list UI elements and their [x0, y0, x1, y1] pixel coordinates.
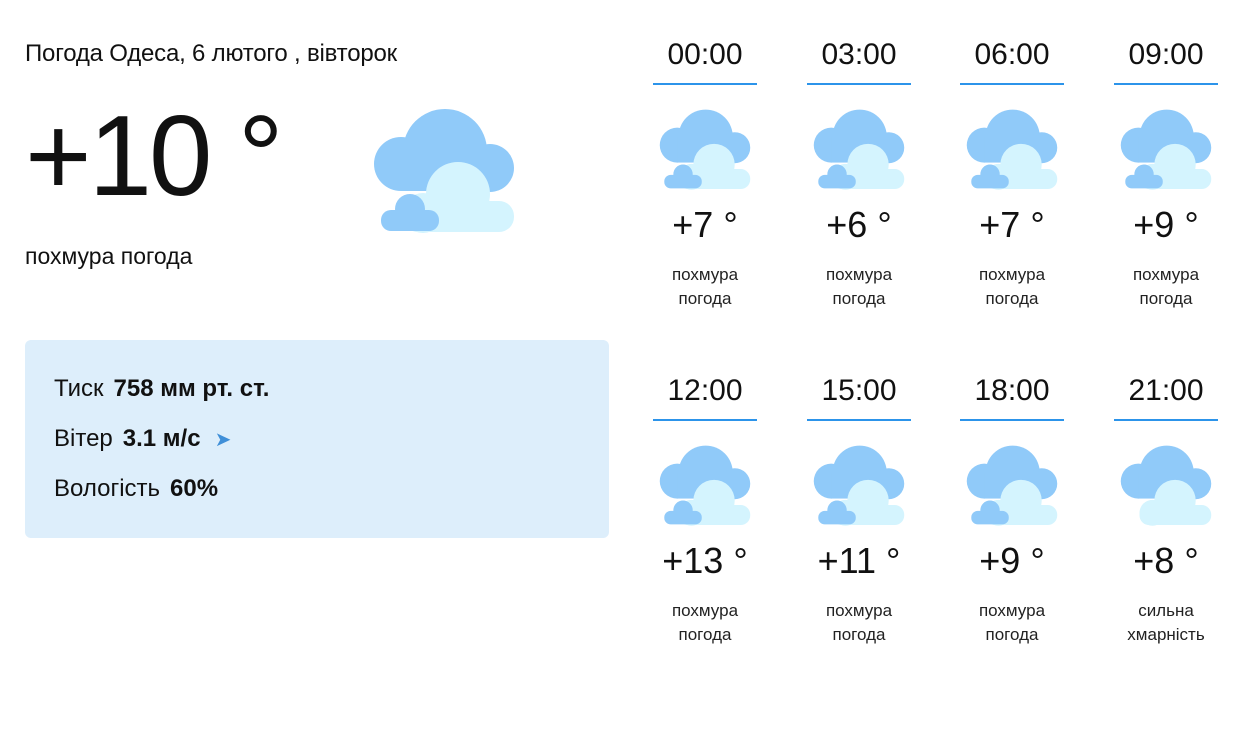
humidity-row: Вологість 60%: [54, 475, 218, 503]
slot-description: похмура погода: [653, 599, 757, 647]
pressure-value: 758 мм рт. ст.: [113, 375, 270, 402]
desc-line: похмура: [978, 265, 1046, 284]
cloudy-icon: [813, 109, 905, 190]
hourly-slot: 00:00 +7 ° похмура погода: [653, 33, 757, 311]
arrow-right-icon: ➤: [214, 429, 232, 451]
hourly-slot: 12:00 +13 ° похмура погода: [653, 369, 757, 647]
slot-description: похмура погода: [653, 263, 757, 311]
overcast-icon: [1120, 445, 1212, 526]
desc-line: хмарність: [1127, 625, 1205, 644]
slot-description: сильна хмарність: [1114, 599, 1218, 647]
slot-time: 09:00: [1114, 33, 1218, 85]
cloudy-icon: [966, 109, 1058, 190]
hourly-slot: 15:00 +11 ° похмура погода: [807, 369, 911, 647]
slot-time: 06:00: [960, 33, 1064, 85]
page-title: Погода Одеса, 6 лютого , вівторок: [25, 40, 397, 67]
slot-temperature: +8 °: [1133, 540, 1199, 581]
wind-row: Вітер 3.1 м/с ➤: [54, 425, 231, 453]
wind-value: 3.1 м/с: [122, 425, 201, 452]
hourly-slot: 18:00 +9 ° похмура погода: [960, 369, 1064, 647]
slot-time: 03:00: [807, 33, 911, 85]
slot-description: похмура погода: [807, 599, 911, 647]
humidity-label: Вологість: [54, 475, 161, 502]
desc-line: погода: [985, 289, 1039, 308]
slot-temperature: +7 °: [979, 204, 1045, 245]
current-temperature: +10 °: [25, 93, 284, 220]
slot-description: похмура погода: [960, 599, 1064, 647]
wind-label: Вітер: [54, 425, 113, 452]
slot-time: 15:00: [807, 369, 911, 421]
cloudy-icon: [659, 109, 751, 190]
slot-temperature: +7 °: [672, 204, 738, 245]
slot-temperature: +6 °: [826, 204, 892, 245]
pressure-row: Тиск 758 мм рт. ст.: [54, 375, 269, 403]
desc-line: погода: [832, 289, 886, 308]
cloudy-icon: [1120, 109, 1212, 190]
desc-line: похмура: [671, 601, 739, 620]
slot-time: 21:00: [1114, 369, 1218, 421]
desc-line: похмура: [825, 265, 893, 284]
slot-time: 12:00: [653, 369, 757, 421]
humidity-value: 60%: [170, 475, 219, 502]
desc-line: погода: [1139, 289, 1193, 308]
cloudy-icon: [374, 109, 514, 233]
desc-line: похмура: [671, 265, 739, 284]
slot-description: похмура погода: [960, 263, 1064, 311]
slot-temperature: +11 °: [817, 540, 901, 581]
slot-time: 18:00: [960, 369, 1064, 421]
pressure-label: Тиск: [54, 375, 104, 402]
hourly-slot: 03:00 +6 ° похмура погода: [807, 33, 911, 311]
desc-line: похмура: [1132, 265, 1200, 284]
desc-line: сильна: [1138, 601, 1194, 620]
current-description: похмура погода: [25, 243, 193, 269]
slot-time: 00:00: [653, 33, 757, 85]
hourly-slot: 06:00 +7 ° похмура погода: [960, 33, 1064, 311]
cloudy-icon: [966, 445, 1058, 526]
desc-line: похмура: [978, 601, 1046, 620]
desc-line: похмура: [825, 601, 893, 620]
hourly-slot: 21:00 +8 ° сильна хмарність: [1114, 369, 1218, 647]
slot-temperature: +9 °: [1133, 204, 1199, 245]
hourly-slot: 09:00 +9 ° похмура погода: [1114, 33, 1218, 311]
slot-description: похмура погода: [1114, 263, 1218, 311]
cloudy-icon: [659, 445, 751, 526]
desc-line: погода: [832, 625, 886, 644]
desc-line: погода: [985, 625, 1039, 644]
details-panel: Тиск 758 мм рт. ст. Вітер 3.1 м/с ➤ Вологіс…: [25, 340, 609, 538]
slot-description: похмура погода: [807, 263, 911, 311]
desc-line: погода: [678, 289, 732, 308]
slot-temperature: +9 °: [979, 540, 1045, 581]
cloudy-icon: [813, 445, 905, 526]
desc-line: погода: [678, 625, 732, 644]
slot-temperature: +13 °: [662, 540, 748, 581]
